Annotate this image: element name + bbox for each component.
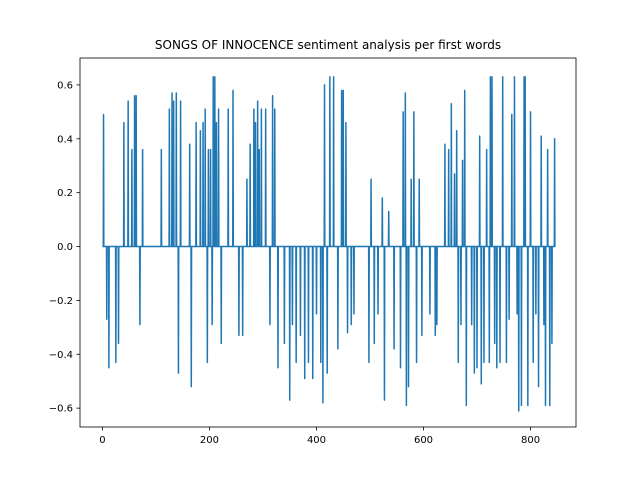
y-tick-label: 0.6 — [57, 80, 73, 91]
y-axis: −0.6 −0.4 −0.2 0.0 0.2 0.4 0.6 — [49, 80, 80, 415]
chart-title: SONGS OF INNOCENCE sentiment analysis pe… — [155, 38, 501, 52]
axes-frame — [79, 57, 577, 428]
x-tick-label: 600 — [414, 435, 433, 446]
y-tick-label: −0.4 — [49, 350, 73, 361]
x-tick-label: 400 — [307, 435, 326, 446]
x-tick-label: 800 — [521, 435, 540, 446]
x-axis: 0 200 400 600 800 — [99, 427, 540, 446]
y-tick-label: −0.2 — [49, 296, 73, 307]
y-tick-label: 0.0 — [57, 242, 73, 253]
y-tick-label: −0.6 — [49, 404, 73, 415]
y-tick-label: 0.2 — [57, 188, 73, 199]
x-tick-label: 0 — [99, 435, 105, 446]
y-tick-label: 0.4 — [57, 134, 73, 145]
series-line — [102, 76, 556, 412]
plot-area — [102, 76, 556, 412]
x-tick-label: 200 — [200, 435, 219, 446]
